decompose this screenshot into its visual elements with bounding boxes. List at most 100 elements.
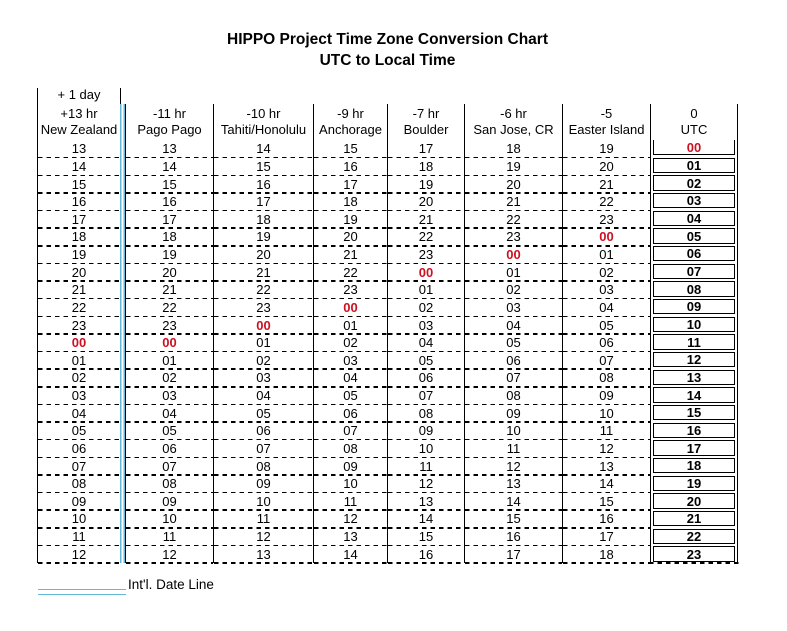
column-offset-label: -6 hr <box>500 106 527 121</box>
time-cell: 16 <box>126 193 213 211</box>
time-cell: 07 <box>214 440 313 458</box>
time-cell: 09 <box>388 422 464 440</box>
time-cell: 18 <box>465 140 562 158</box>
time-cell: 05 <box>388 352 464 370</box>
time-cell: 20 <box>651 492 737 510</box>
time-cell: 12 <box>388 475 464 493</box>
time-cell: 08 <box>126 475 213 493</box>
time-cell: 20 <box>563 158 650 176</box>
time-cell: 04 <box>563 299 650 317</box>
time-cell: 16 <box>651 422 737 440</box>
utc-time-value: 18 <box>653 458 735 474</box>
column-cells: 19 20 21 22 23 00 01 02 03 04 05 06 07 08 09 10 11 12 13 14… <box>563 140 650 564</box>
time-cell: 09 <box>314 457 387 476</box>
utc-time-value: 13 <box>653 369 735 386</box>
time-cell: 06 <box>563 334 650 352</box>
time-cell: 12 <box>465 457 562 476</box>
column-header: -10 hr Tahiti/Honolulu <box>214 104 313 140</box>
time-cell: 22 <box>388 228 464 247</box>
column-name: San Jose, CR <box>473 122 554 137</box>
column-name: UTC <box>680 122 708 137</box>
date-line-legend: Int'l. Date Line <box>38 576 358 604</box>
time-cell: 06 <box>214 422 313 440</box>
column-utc: 0 UTC 00 01 02 03 04 05 06 07 08 09 10 11 12 13 14 15 16 17… <box>649 104 739 564</box>
time-cell: 18 <box>651 457 737 475</box>
time-cell: 23 <box>38 316 120 335</box>
time-cell: 01 <box>126 352 213 370</box>
time-cell: 11 <box>388 457 464 476</box>
time-cell: 23 <box>465 228 562 247</box>
time-cell: 02 <box>314 334 387 352</box>
column-anchorage: -9 hr Anchorage 15 16 17 18 19 20 21 22 23 00 01 02 03… <box>313 104 387 564</box>
time-cell: 01 <box>214 334 313 352</box>
column-tahiti-honolulu: -10 hr Tahiti/Honolulu 14 15 16 17 18 19 20 21 22 2… <box>213 104 313 564</box>
time-cell: 17 <box>388 140 464 158</box>
time-cell: 15 <box>314 140 387 158</box>
table-columns: +13 hr New Zealand 13 14 15 16 17 18 19 20 21 22 23 0… <box>37 104 739 564</box>
time-cell: 10 <box>563 404 650 423</box>
time-cell: 19 <box>314 211 387 229</box>
utc-time-value: 06 <box>653 246 735 262</box>
column-name: Tahiti/Honolulu <box>220 122 307 137</box>
time-cell: 10 <box>314 475 387 493</box>
time-cell: 14 <box>38 158 120 176</box>
column-boulder: -7 hr Boulder 17 18 19 20 21 22 23 00 01 02 03 04 05 06… <box>387 104 464 564</box>
time-cell: 15 <box>465 510 562 529</box>
utc-time-value: 04 <box>653 210 735 226</box>
time-cell: 16 <box>214 175 313 194</box>
column-name: New Zealand <box>40 122 118 137</box>
time-cell: 05 <box>651 227 737 245</box>
time-cell: 21 <box>38 281 120 299</box>
column-header: -9 hr Anchorage <box>314 104 387 140</box>
column-name: Anchorage <box>319 122 382 137</box>
chart-subtitle: UTC to Local Time <box>319 52 456 69</box>
time-cell: 19 <box>465 158 562 176</box>
time-cell: 12 <box>126 545 213 564</box>
time-cell: 03 <box>465 299 562 317</box>
time-cell: 23 <box>314 281 387 299</box>
time-cell: 21 <box>651 510 737 528</box>
utc-time-value: 10 <box>653 316 735 333</box>
time-cell: 22 <box>38 299 120 317</box>
time-cell: 11 <box>38 528 120 546</box>
time-cell: 16 <box>563 510 650 529</box>
time-cell: 00 <box>314 299 387 317</box>
column-cells: 15 16 17 18 19 20 21 22 23 00 01 02 03 04 05 06 07 08 09 10… <box>314 140 387 564</box>
time-cell: 09 <box>651 298 737 316</box>
chart-title: HIPPO Project Time Zone Conversion Chart <box>227 31 548 48</box>
time-cell: 00 <box>126 334 213 352</box>
time-cell: 17 <box>563 528 650 546</box>
time-cell: 14 <box>563 475 650 493</box>
time-cell: 17 <box>214 193 313 211</box>
column-header: -6 hr San Jose, CR <box>465 104 562 140</box>
time-cell: 02 <box>38 369 120 388</box>
time-cell: 00 <box>214 316 313 335</box>
column-name: Pago Pago <box>137 122 202 137</box>
plus-day-label: + 1 day <box>37 88 121 104</box>
time-cell: 19 <box>126 246 213 264</box>
column-header: -5 Easter Island <box>563 104 650 140</box>
time-cell: 07 <box>651 263 737 281</box>
column-name: Easter Island <box>568 122 645 137</box>
utc-time-value: 11 <box>653 334 735 350</box>
utc-time-value: 19 <box>653 475 735 492</box>
time-cell: 12 <box>651 351 737 369</box>
time-cell: 14 <box>126 158 213 176</box>
utc-time-value: 16 <box>653 422 735 439</box>
time-cell: 09 <box>563 387 650 405</box>
column-offset-label: 0 <box>690 106 698 121</box>
utc-time-value: 05 <box>653 228 735 244</box>
time-cell: 13 <box>563 457 650 476</box>
time-cell: 08 <box>563 369 650 388</box>
time-cell: 01 <box>563 246 650 264</box>
time-cell: 06 <box>651 245 737 263</box>
column-offset-label: -11 hr <box>153 106 186 121</box>
time-cell: 01 <box>314 316 387 335</box>
time-cell: 09 <box>126 493 213 511</box>
column-cells: 13 14 15 16 17 18 19 20 21 22 23 00 01 02 03 04 05 06 07 08… <box>38 140 120 564</box>
time-cell: 21 <box>388 211 464 229</box>
time-cell: 02 <box>214 352 313 370</box>
time-cell: 05 <box>38 422 120 440</box>
time-cell: 19 <box>38 246 120 264</box>
time-cell: 07 <box>388 387 464 405</box>
